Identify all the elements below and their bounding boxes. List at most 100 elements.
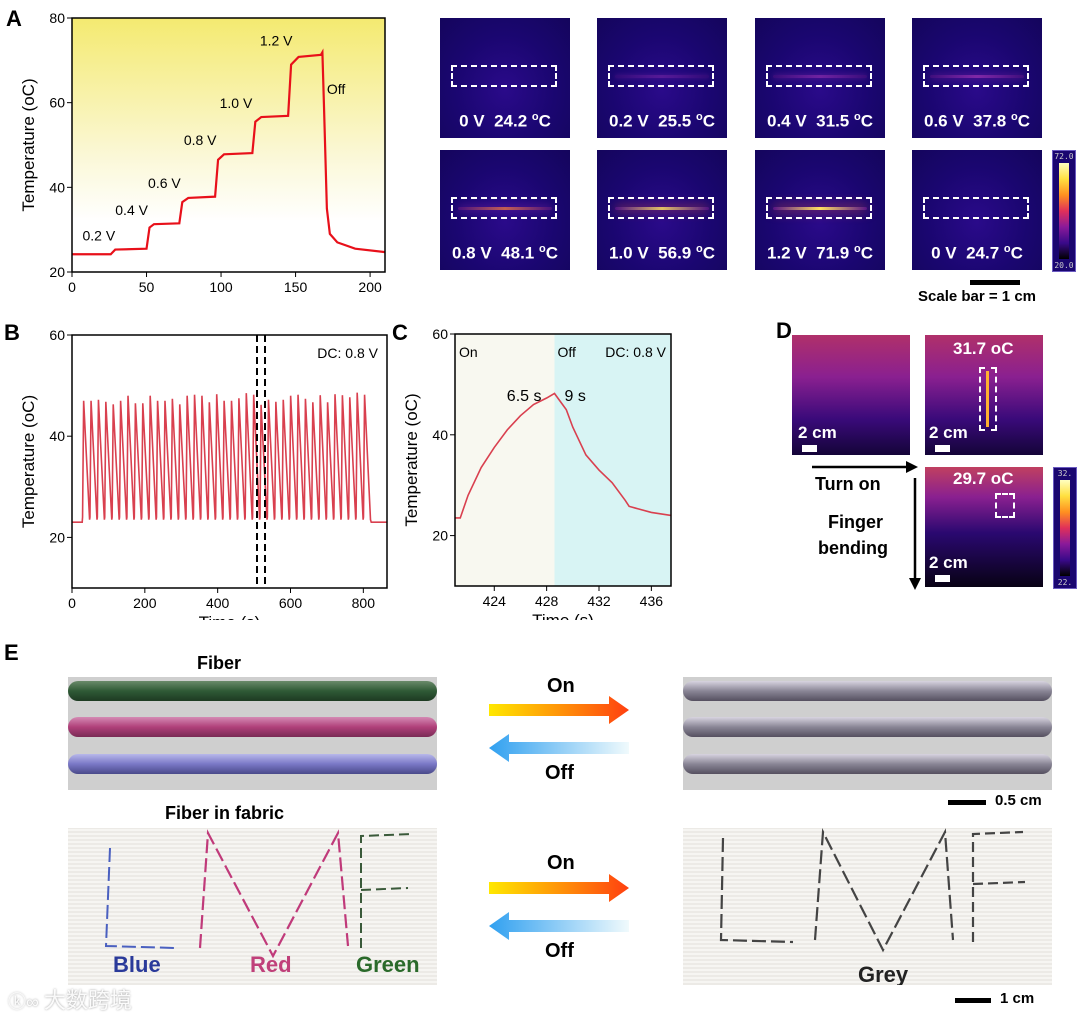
ir-image-finger-bending: 29.7 oC 2 cm [925,467,1043,587]
stitched-letters-grey [719,828,1026,953]
x-tick-label: 400 [206,595,230,611]
x-tick-label: 436 [640,593,664,609]
temperature-value: 37.8 [973,112,1007,131]
step-annotation: 1.0 V [220,95,253,111]
plot-background [72,18,385,272]
x-tick-label: 600 [279,595,303,611]
y-axis-label: Temperature (oC) [19,78,38,211]
x-axis-label: Time (s) [199,613,261,620]
x-tick-label: 432 [587,593,611,609]
green-label: Green [356,952,420,977]
photo-fabric-off: Blue Red Green [68,828,437,985]
fabric-title: Fiber in fabric [165,803,285,823]
on-arrow [489,874,629,902]
plot-frame [454,333,672,587]
highlight-box [451,197,557,219]
bending-label: bending [818,538,888,558]
x-tick-label: 200 [133,595,157,611]
rise-time-label: 6.5 s [507,388,542,405]
highlight-box [766,197,872,219]
thermal-image: 0 V 24.2 oC [440,18,570,138]
x-tick-label: 200 [358,279,382,295]
scale-bar-a-label: Scale bar = 1 cm [918,288,1036,305]
x-tick-label: 100 [209,279,233,295]
highlight-box [923,65,1029,87]
thermal-image: 0 V 24.7 oC [912,150,1042,270]
colorbar-a: 72.0 20.0 [1052,150,1076,272]
heating-region [455,334,555,586]
temperature-value: 48.1 [501,244,535,263]
scale-label: 2 cm [929,423,968,442]
turn-on-label: Turn on [815,474,881,494]
grey-fiber [683,754,1052,774]
temperature-label: 31.7 oC [953,339,1014,358]
x-tick-label: 0 [68,595,76,611]
y-tick-label: 60 [432,326,448,342]
chart-a: 0 50 100 150 200 20 40 60 80 Time (s) Temperature … [19,10,386,300]
highlight-box [451,65,557,87]
temperature-value: 56.9 [658,244,692,263]
temperature-line [455,392,672,519]
ir-image-hand-off: 2 cm [792,335,910,455]
x-tick-label: 0 [68,279,76,295]
photo-fibers-off [68,677,437,790]
red-label: Red [250,952,292,977]
highlight-box [608,197,714,219]
colorbar-min: 20.0 [1054,261,1074,270]
y-tick-label: 40 [49,179,65,195]
highlight-box [979,367,997,431]
heated-fiber [773,75,867,78]
off-label: Off [545,940,574,962]
letter-f-green [360,833,414,948]
x-axis-label: Time (s) [198,297,260,300]
highlight-box [995,493,1015,518]
red-fiber [68,717,437,737]
letter-f-grey [971,830,1026,942]
dc-voltage-label: DC: 0.8 V [317,345,378,361]
step-annotation: Off [327,81,346,97]
temperature-value: 24.7 [966,244,1000,263]
thermal-image: 1.0 V 56.9 oC [597,150,727,270]
voltage-label: 0.8 V [452,244,492,263]
highlight-box [923,197,1029,219]
thermal-image: 0.4 V 31.5 oC [755,18,885,138]
scale-bar [935,445,950,452]
step-annotation: 0.4 V [115,202,148,218]
thermal-caption: 1.2 V 71.9 oC [767,243,873,263]
chart-c: 424 428 432 436 20 40 60 Time (s) Temperature (o… [402,326,672,620]
on-arrow [489,696,629,724]
letter-m-red [198,829,350,959]
scale-bar [802,445,817,452]
watermark-logo-icon: ⓚ∞ [8,992,44,1012]
off-arrow [489,734,629,762]
panel-label-d: D [776,318,792,343]
fiber-title: Fiber [197,653,242,673]
photo-fabric-on: Grey [683,828,1052,985]
plot-frame [71,334,388,589]
step-annotation: 0.8 V [184,132,217,148]
voltage-label: 0 V [931,244,957,263]
panel-label-a: A [6,6,22,31]
ir-image-hand-on: 31.7 oC 2 cm [925,335,1043,455]
step-annotation: 1.2 V [260,33,293,49]
letter-m-grey [813,828,955,953]
y-tick-label: 20 [49,529,65,545]
thermal-caption: 0 V 24.7 oC [931,243,1023,263]
thermal-caption: 0.8 V 48.1 oC [452,243,558,263]
y-tick-label: 40 [432,427,448,443]
watermark-text: 大数跨境 [43,988,132,1013]
panel-label-b: B [4,320,20,345]
voltage-label: 1.2 V [767,244,807,263]
x-tick-label: 150 [284,279,308,295]
colorbar-max: 32. [1057,469,1073,478]
temperature-value: 25.5 [658,112,692,131]
colorbar-min: 22. [1057,578,1073,587]
scale-bar-e2-label: 1 cm [1000,990,1035,1007]
finger-label: Finger [828,512,884,532]
process-arrows [812,461,921,590]
thermal-image: 0.6 V 37.8 oC [912,18,1042,138]
y-tick-label: 80 [49,10,65,26]
colorbar-gradient [1059,163,1069,259]
grey-fiber [683,717,1052,737]
